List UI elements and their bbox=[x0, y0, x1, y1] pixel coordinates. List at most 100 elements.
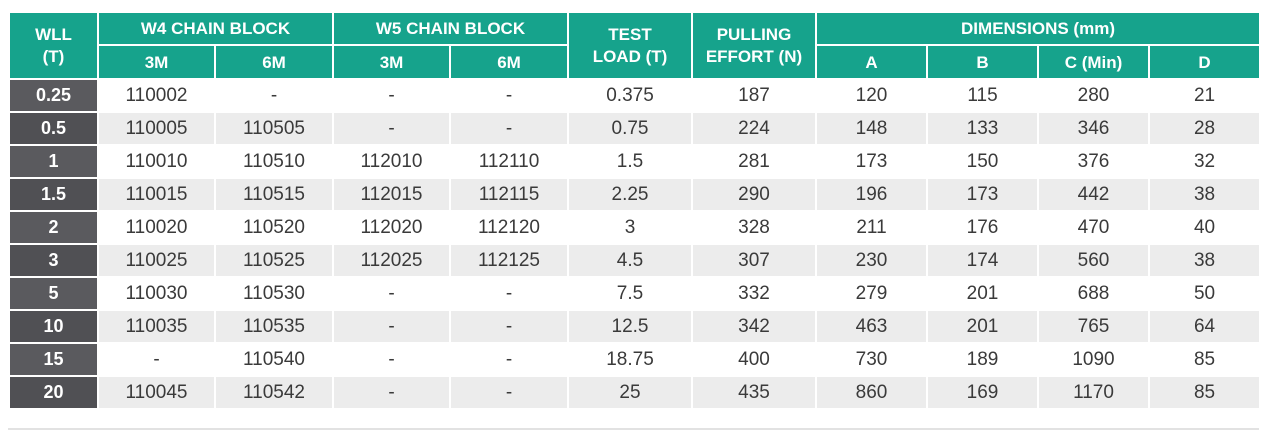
cell-dim-a: 211 bbox=[815, 210, 928, 245]
cell-wll: 1 bbox=[8, 144, 99, 179]
cell-w4-6m: 110520 bbox=[214, 210, 334, 245]
cell-w5-3m: - bbox=[332, 78, 451, 113]
cell-dim-a: 860 bbox=[815, 375, 928, 410]
table-row: 5 110030 110530 - - 7.5 332 279 201 688 … bbox=[8, 276, 1262, 311]
cell-dim-d: 85 bbox=[1147, 342, 1262, 377]
cell-dim-b: 174 bbox=[926, 243, 1039, 278]
header-dim-d: D bbox=[1147, 44, 1262, 80]
cell-dim-c: 376 bbox=[1037, 144, 1150, 179]
cell-dim-c: 280 bbox=[1037, 78, 1150, 113]
cell-dim-d: 38 bbox=[1147, 243, 1262, 278]
cell-dim-d: 32 bbox=[1147, 144, 1262, 179]
cell-dim-a: 120 bbox=[815, 78, 928, 113]
cell-w4-6m: 110530 bbox=[214, 276, 334, 311]
cell-test-load: 7.5 bbox=[567, 276, 693, 311]
cell-wll: 20 bbox=[8, 375, 99, 410]
cell-w4-6m: 110515 bbox=[214, 177, 334, 212]
cell-test-load: 0.75 bbox=[567, 111, 693, 146]
header-w4-chain-block: W4 CHAIN BLOCK bbox=[97, 11, 334, 46]
spec-table-container: WLL (T) W4 CHAIN BLOCK W5 CHAIN BLOCK TE… bbox=[8, 11, 1262, 410]
cell-w5-3m: 112010 bbox=[332, 144, 451, 179]
cell-dim-c: 688 bbox=[1037, 276, 1150, 311]
cell-w4-6m: 110542 bbox=[214, 375, 334, 410]
cell-pulling-effort: 400 bbox=[691, 342, 817, 377]
cell-wll: 10 bbox=[8, 309, 99, 344]
header-test-load-label: TEST LOAD (T) bbox=[592, 24, 668, 66]
cell-dim-a: 279 bbox=[815, 276, 928, 311]
cell-w5-3m: - bbox=[332, 111, 451, 146]
cell-dim-b: 189 bbox=[926, 342, 1039, 377]
cell-pulling-effort: 307 bbox=[691, 243, 817, 278]
cell-w5-3m: - bbox=[332, 375, 451, 410]
header-pulling-effort-label: PULLING EFFORT (N) bbox=[705, 24, 803, 66]
cell-dim-d: 40 bbox=[1147, 210, 1262, 245]
cell-test-load: 18.75 bbox=[567, 342, 693, 377]
cell-dim-c: 470 bbox=[1037, 210, 1150, 245]
cell-dim-d: 21 bbox=[1147, 78, 1262, 113]
cell-w4-6m: 110505 bbox=[214, 111, 334, 146]
cell-w5-3m: - bbox=[332, 309, 451, 344]
cell-w4-3m: 110002 bbox=[97, 78, 216, 113]
cell-w4-3m: 110020 bbox=[97, 210, 216, 245]
header-test-load: TEST LOAD (T) bbox=[567, 11, 693, 80]
table-row: 0.5 110005 110505 - - 0.75 224 148 133 3… bbox=[8, 111, 1262, 146]
table-row: 20 110045 110542 - - 25 435 860 169 1170… bbox=[8, 375, 1262, 410]
cell-w4-3m: 110035 bbox=[97, 309, 216, 344]
cell-pulling-effort: 328 bbox=[691, 210, 817, 245]
cell-dim-a: 196 bbox=[815, 177, 928, 212]
cell-wll: 1.5 bbox=[8, 177, 99, 212]
cell-w4-3m: - bbox=[97, 342, 216, 377]
cell-w5-6m: - bbox=[449, 276, 569, 311]
cell-pulling-effort: 187 bbox=[691, 78, 817, 113]
cell-dim-a: 230 bbox=[815, 243, 928, 278]
cell-dim-b: 150 bbox=[926, 144, 1039, 179]
cell-dim-a: 148 bbox=[815, 111, 928, 146]
table-row: 1.5 110015 110515 112015 112115 2.25 290… bbox=[8, 177, 1262, 212]
cell-test-load: 12.5 bbox=[567, 309, 693, 344]
cell-dim-d: 38 bbox=[1147, 177, 1262, 212]
cell-test-load: 2.25 bbox=[567, 177, 693, 212]
cell-w5-3m: 112020 bbox=[332, 210, 451, 245]
cell-dim-a: 173 bbox=[815, 144, 928, 179]
cell-dim-a: 730 bbox=[815, 342, 928, 377]
header-w5-6m: 6M bbox=[449, 44, 569, 80]
cell-pulling-effort: 224 bbox=[691, 111, 817, 146]
cell-w5-3m: 112025 bbox=[332, 243, 451, 278]
table-bottom-divider bbox=[8, 428, 1259, 430]
cell-dim-d: 28 bbox=[1147, 111, 1262, 146]
cell-dim-b: 169 bbox=[926, 375, 1039, 410]
cell-wll: 5 bbox=[8, 276, 99, 311]
cell-pulling-effort: 290 bbox=[691, 177, 817, 212]
cell-dim-c: 346 bbox=[1037, 111, 1150, 146]
header-pulling-effort: PULLING EFFORT (N) bbox=[691, 11, 817, 80]
table-row: 2 110020 110520 112020 112120 3 328 211 … bbox=[8, 210, 1262, 245]
header-wll-unit: (T) bbox=[42, 46, 65, 66]
cell-dim-c: 442 bbox=[1037, 177, 1150, 212]
table-row: 10 110035 110535 - - 12.5 342 463 201 76… bbox=[8, 309, 1262, 344]
cell-w4-3m: 110005 bbox=[97, 111, 216, 146]
cell-w4-3m: 110030 bbox=[97, 276, 216, 311]
header-w4-3m: 3M bbox=[97, 44, 216, 80]
cell-w4-6m: - bbox=[214, 78, 334, 113]
cell-test-load: 0.375 bbox=[567, 78, 693, 113]
cell-w5-6m: 112125 bbox=[449, 243, 569, 278]
cell-dim-c: 765 bbox=[1037, 309, 1150, 344]
header-dimensions: DIMENSIONS (mm) bbox=[814, 11, 1262, 46]
cell-w5-6m: - bbox=[449, 375, 569, 410]
cell-wll: 2 bbox=[8, 210, 99, 245]
chain-block-spec-table: WLL (T) W4 CHAIN BLOCK W5 CHAIN BLOCK TE… bbox=[8, 11, 1262, 410]
cell-pulling-effort: 332 bbox=[691, 276, 817, 311]
cell-dim-c: 560 bbox=[1037, 243, 1150, 278]
cell-pulling-effort: 342 bbox=[691, 309, 817, 344]
cell-test-load: 1.5 bbox=[567, 144, 693, 179]
cell-w4-6m: 110510 bbox=[214, 144, 334, 179]
cell-wll: 0.5 bbox=[8, 111, 99, 146]
cell-dim-b: 201 bbox=[926, 276, 1039, 311]
header-dim-a: A bbox=[815, 44, 928, 80]
cell-pulling-effort: 435 bbox=[691, 375, 817, 410]
cell-w4-6m: 110525 bbox=[214, 243, 334, 278]
cell-wll: 3 bbox=[8, 243, 99, 278]
header-dim-c: C (Min) bbox=[1037, 44, 1150, 80]
cell-wll: 15 bbox=[8, 342, 99, 377]
cell-w4-3m: 110045 bbox=[97, 375, 216, 410]
